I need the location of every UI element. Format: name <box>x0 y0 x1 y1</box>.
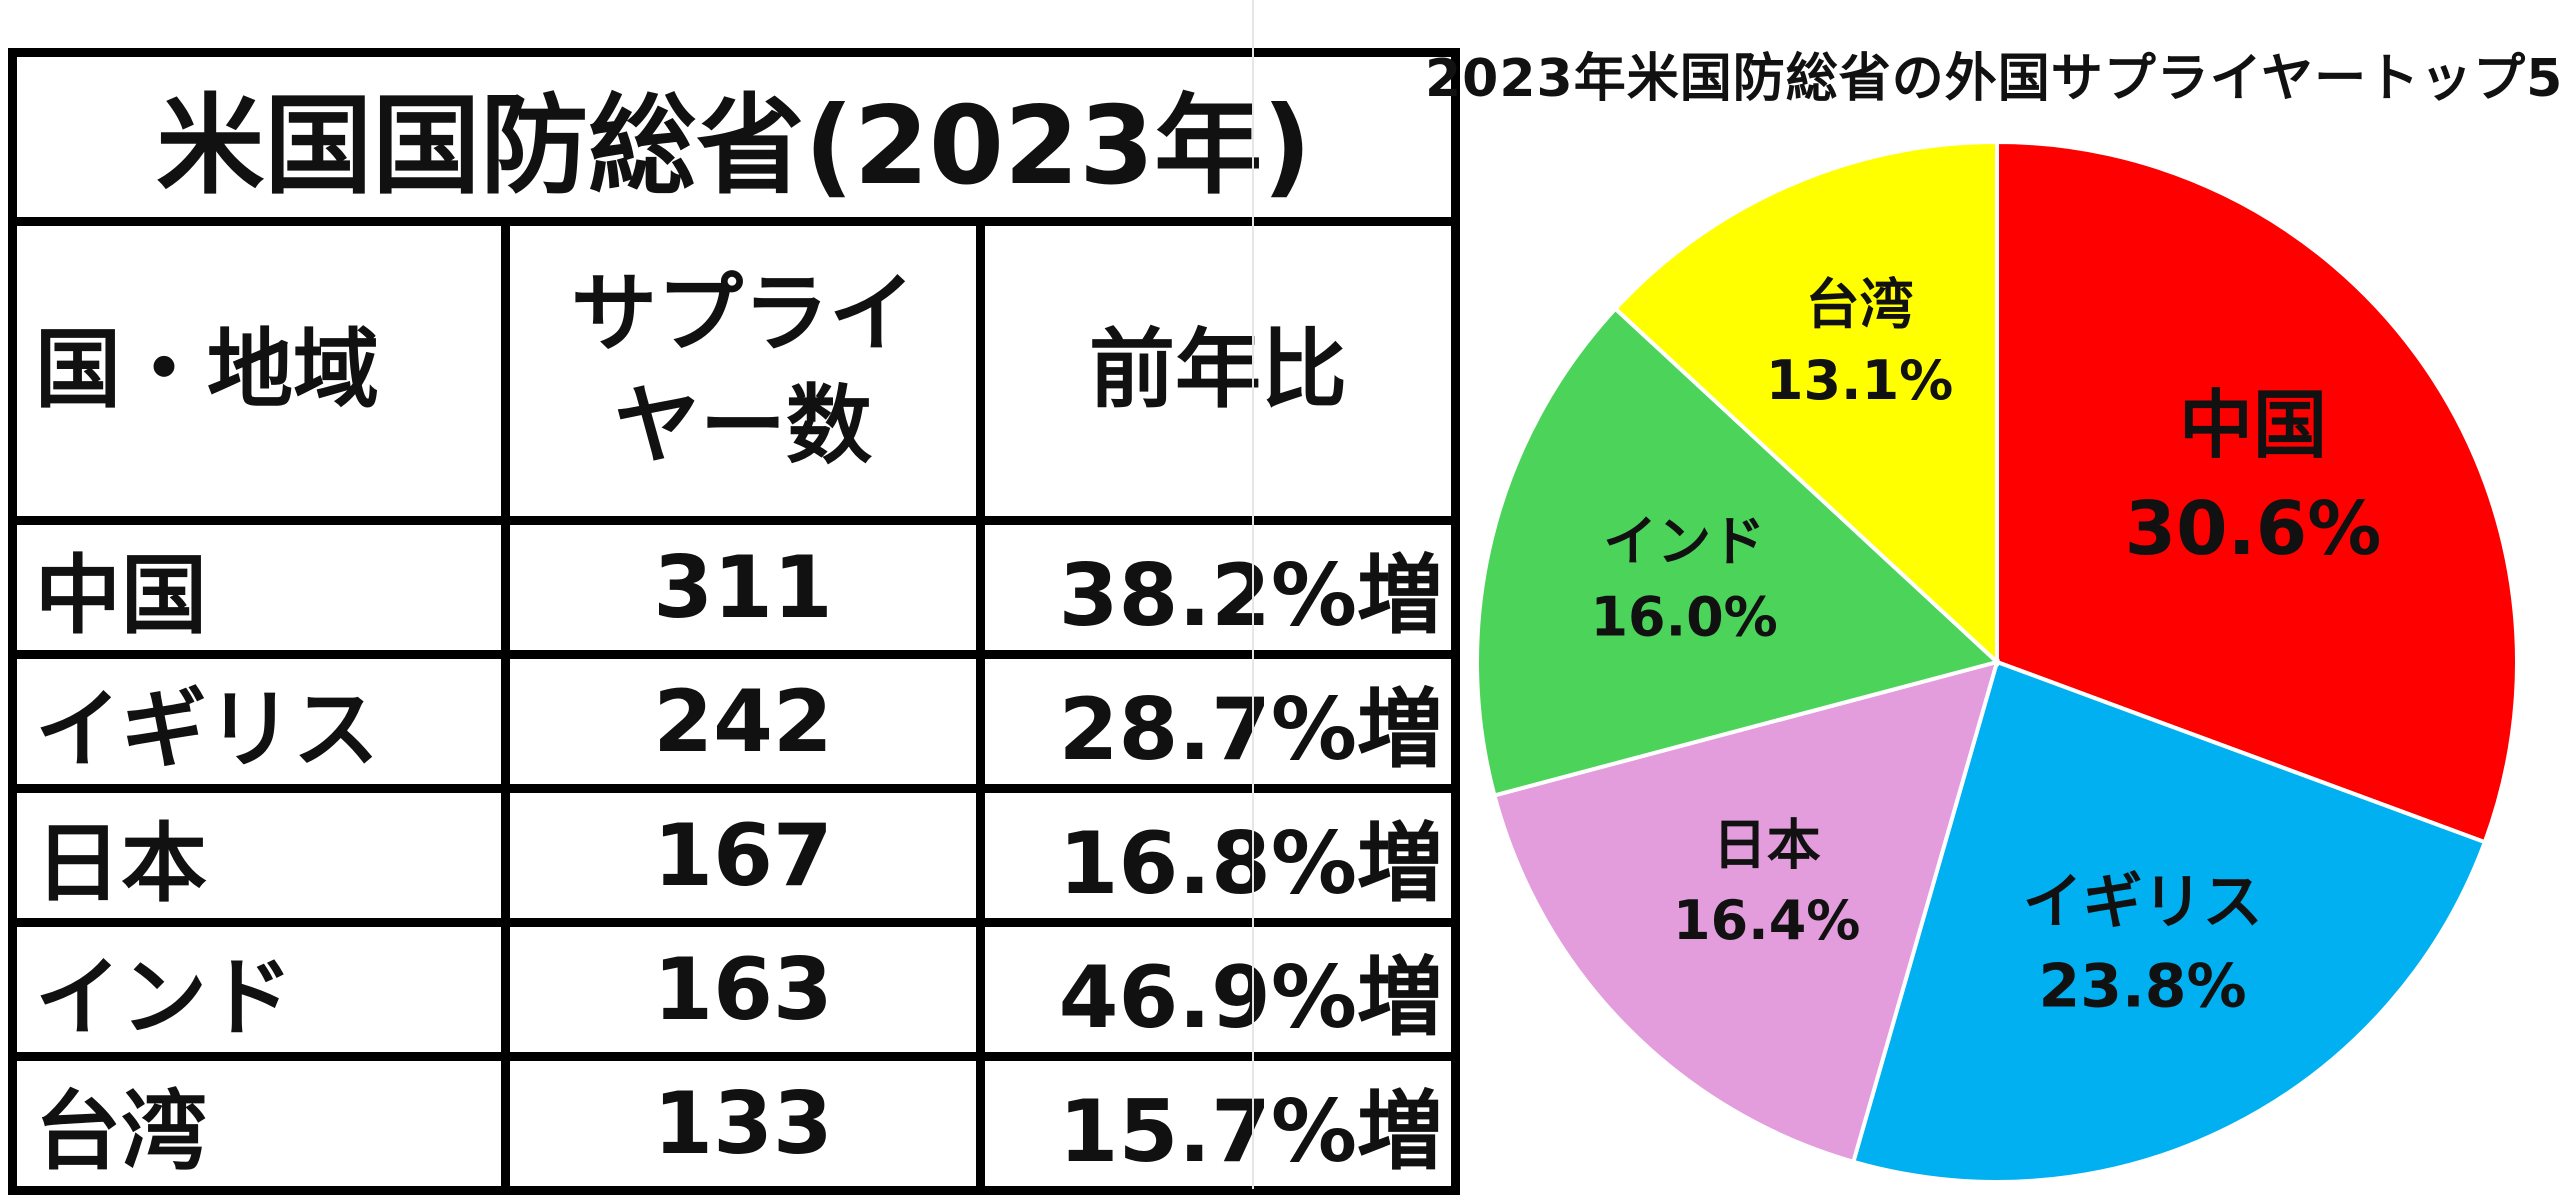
table-title: 米国国防総省(2023年) <box>8 48 1460 226</box>
table-title-row: 米国国防総省(2023年) <box>8 48 1460 226</box>
table-row: 日本 167 16.8%増 <box>8 784 1460 927</box>
slice-value-label: 16.0% <box>1590 586 1777 649</box>
row-yoy: 28.7%増 <box>976 650 1460 793</box>
row-country: 日本 <box>8 784 510 927</box>
row-yoy: 16.8%増 <box>976 784 1460 927</box>
slice-value-label: 23.8% <box>2039 952 2247 1022</box>
row-yoy: 38.2%増 <box>976 516 1460 659</box>
row-supplier-count: 167 <box>501 784 985 927</box>
header-yoy: 前年比 <box>976 217 1460 525</box>
slice-value-label: 13.1% <box>1766 349 1953 412</box>
pie-slice <box>1475 305 2002 798</box>
pie-slice <box>1850 659 2488 1184</box>
slice-label: インド <box>1603 510 1765 573</box>
table-row: イギリス 242 28.7%増 <box>8 650 1460 793</box>
row-supplier-count: 133 <box>501 1052 985 1195</box>
table-row: 中国 311 38.2%増 <box>8 516 1460 659</box>
row-supplier-count: 163 <box>501 918 985 1061</box>
table-header-row: 国・地域 サプライ ヤー数 前年比 <box>8 217 1460 525</box>
header-supplier-count: サプライ ヤー数 <box>501 217 985 525</box>
slice-label: 台湾 <box>1806 273 1914 336</box>
slice-value-label: 16.4% <box>1673 889 1860 952</box>
header-supplier-count-line1: サプライ <box>571 264 915 365</box>
pie-chart: 中国 30.6% イギリス 23.8% 日本 16.4% インド 16.0% 台湾 13.1% <box>1475 139 2519 1184</box>
row-supplier-count: 242 <box>501 650 985 793</box>
row-country: 中国 <box>8 516 510 659</box>
table-row: 台湾 133 15.7%増 <box>8 1052 1460 1195</box>
divider-line <box>1252 0 1254 1189</box>
chart-title: 2023年米国防総省の外国サプライヤートップ5 <box>1425 49 2560 109</box>
pie-slice <box>1995 139 2519 845</box>
supplier-table-panel: 米国国防総省(2023年) 国・地域 サプライ ヤー数 前年比 中国 311 3… <box>8 48 1460 1195</box>
pie-chart-panel: 2023年米国防総省の外国サプライヤートップ5 中国 30.6% イギリス 23.8%… <box>1270 0 2560 1189</box>
row-country: 台湾 <box>8 1052 510 1195</box>
row-supplier-count: 311 <box>501 516 985 659</box>
header-supplier-count-line2: ヤー数 <box>614 376 872 476</box>
slice-value-label: 30.6% <box>2125 486 2382 572</box>
row-yoy: 46.9%増 <box>976 918 1460 1061</box>
header-country: 国・地域 <box>8 217 510 525</box>
slice-label: 日本 <box>1713 813 1821 876</box>
pie-slice <box>1612 139 1999 667</box>
row-country: インド <box>8 918 510 1061</box>
row-country: イギリス <box>8 650 510 793</box>
slice-label: イギリス <box>2023 868 2263 938</box>
supplier-table: 米国国防総省(2023年) 国・地域 サプライ ヤー数 前年比 中国 311 3… <box>8 48 1460 1195</box>
row-yoy: 15.7%増 <box>976 1052 1460 1195</box>
table-row: インド 163 46.9%増 <box>8 918 1460 1061</box>
slice-label: 中国 <box>2179 382 2327 468</box>
pie-slice <box>1491 659 2000 1165</box>
